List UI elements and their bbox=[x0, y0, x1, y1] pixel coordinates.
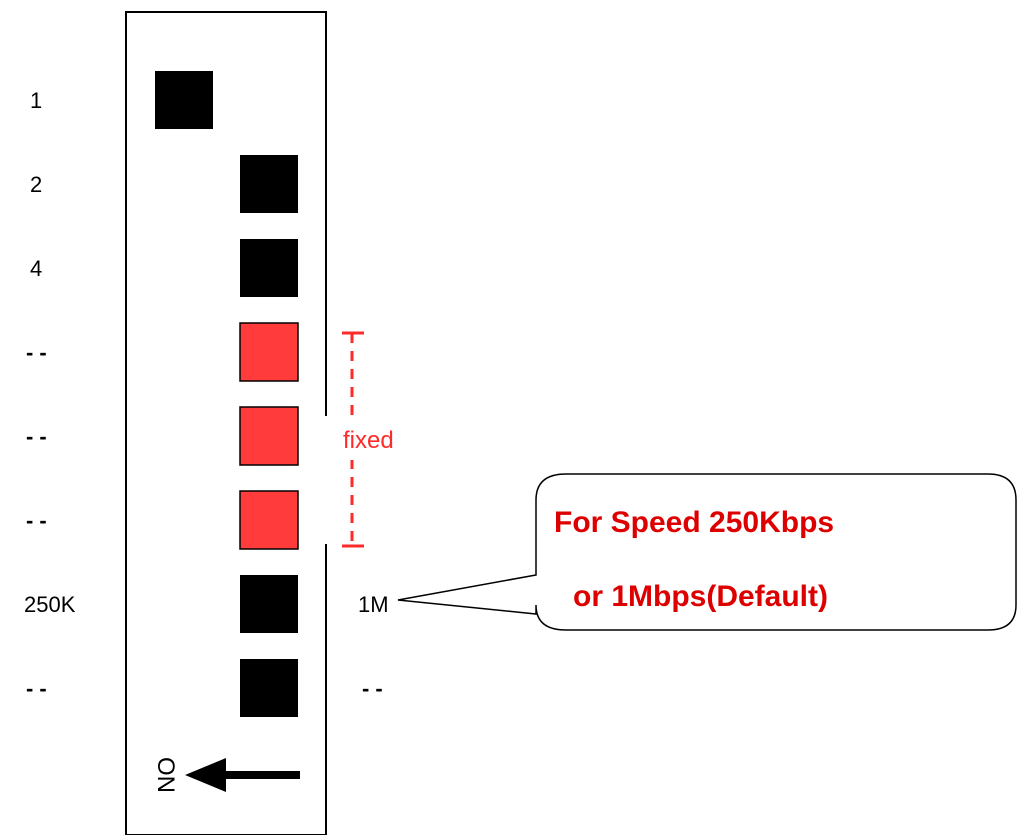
switch-toggle-4 bbox=[240, 323, 298, 381]
left-label-4: -- bbox=[26, 340, 53, 365]
switch-toggle-6 bbox=[240, 491, 298, 549]
switch-toggle-1 bbox=[155, 71, 213, 129]
callout-line-1: For Speed 250Kbps bbox=[554, 506, 834, 539]
left-label-3: 4 bbox=[30, 256, 42, 281]
switch-toggle-7 bbox=[240, 575, 298, 633]
left-label-8: -- bbox=[26, 676, 53, 701]
left-label-7: 250K bbox=[24, 592, 76, 617]
left-label-1: 1 bbox=[30, 88, 42, 113]
right-labels: 1M -- bbox=[358, 592, 389, 701]
callout-line-2: or 1Mbps(Default) bbox=[573, 580, 828, 613]
switch-toggle-5 bbox=[240, 407, 298, 465]
left-label-6: -- bbox=[26, 508, 53, 533]
fixed-label: fixed bbox=[343, 427, 394, 454]
left-label-5: -- bbox=[26, 424, 53, 449]
switch-toggle-3 bbox=[240, 239, 298, 297]
left-labels: 1 2 4 -- -- -- 250K -- bbox=[24, 88, 76, 701]
left-arrow-shaft bbox=[222, 771, 300, 779]
right-label-7: 1M bbox=[358, 592, 389, 617]
fixed-marker: fixed bbox=[318, 333, 428, 546]
speed-callout: For Speed 250Kbps or 1Mbps(Default) bbox=[398, 474, 1016, 630]
switch-toggle-8 bbox=[240, 659, 298, 717]
right-label-8: -- bbox=[362, 676, 389, 701]
on-label: ON bbox=[152, 757, 179, 793]
left-label-2: 2 bbox=[30, 172, 42, 197]
switch-toggle-2 bbox=[240, 155, 298, 213]
